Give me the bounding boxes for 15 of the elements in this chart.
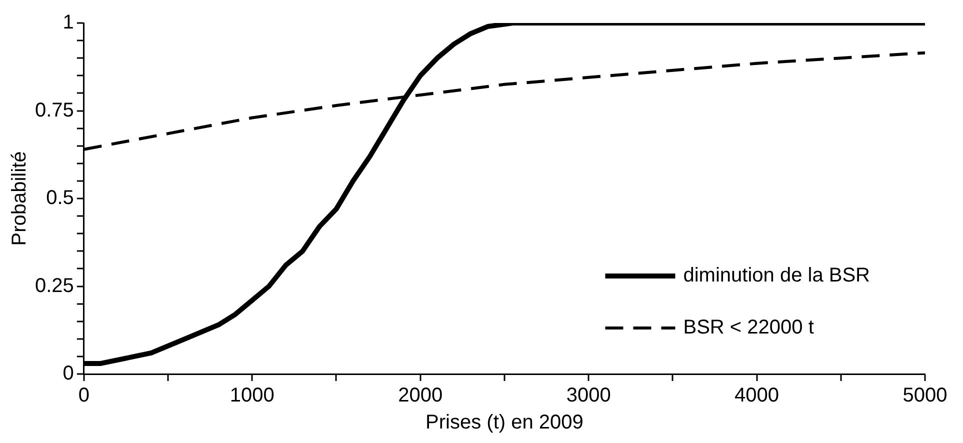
x-tick-label: 3000 [566,384,611,407]
y-tick-label: 0.25 [34,274,74,297]
x-axis-title: Prises (t) en 2009 [426,412,584,434]
x-tick-label: 2000 [398,384,443,407]
y-tick-label: 0.75 [34,99,74,122]
x-tick-label: 0 [78,384,90,407]
legend-label: diminution de la BSR [683,264,870,287]
y-tick-label: 1 [62,12,74,34]
y-axis-title: Probabilité [8,151,31,246]
legend-label: BSR < 22000 t [683,316,814,339]
y-tick-label: 0.5 [46,187,74,210]
x-tick-label: 1000 [230,384,274,407]
y-tick-label: 0 [62,362,74,385]
x-tick-label: 4000 [734,384,780,407]
x-tick-label: 5000 [902,384,948,407]
